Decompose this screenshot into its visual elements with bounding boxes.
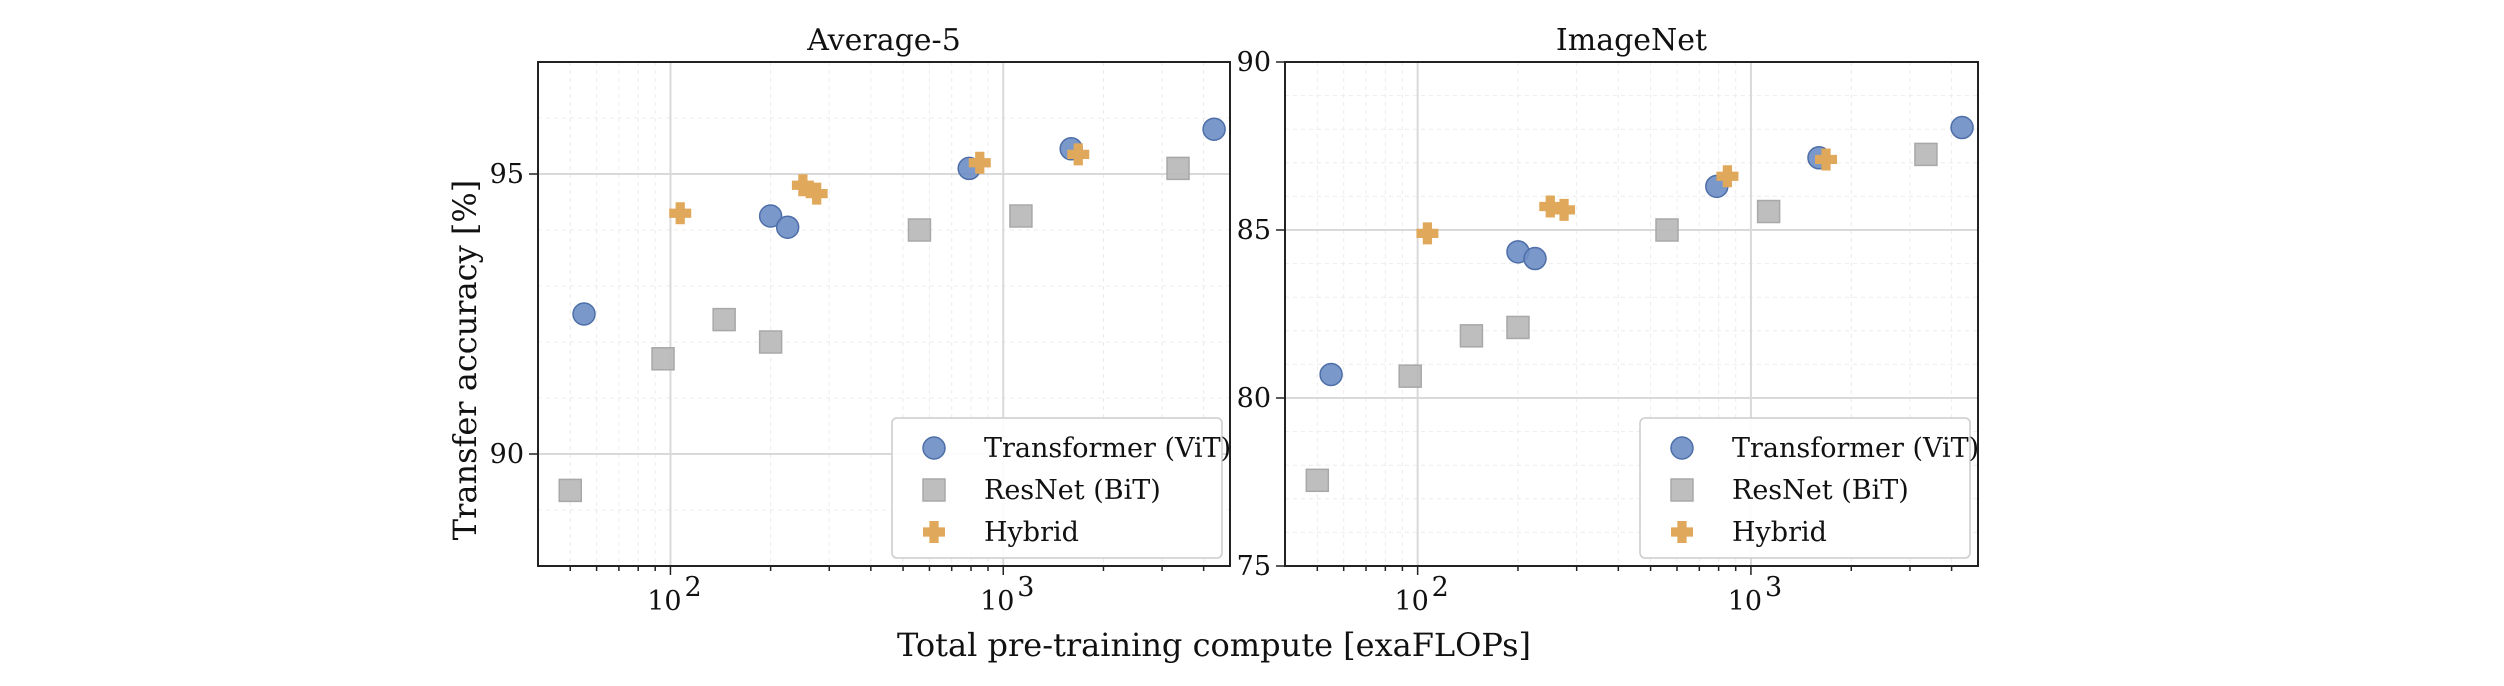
legend-marker-square	[1670, 478, 1694, 502]
x-tick-label: 10	[647, 586, 681, 617]
series-plus	[1416, 148, 1838, 245]
legend-marker-circle	[922, 436, 946, 460]
data-point-square	[651, 347, 675, 371]
x-tick-exponent: 3	[1017, 572, 1034, 603]
data-point-plus	[805, 182, 828, 205]
data-point-plus	[1553, 198, 1576, 221]
series-square	[558, 156, 1190, 503]
legend-label: Transformer (ViT)	[984, 433, 1231, 464]
legend-label: ResNet (BiT)	[984, 475, 1161, 506]
y-tick-label: 90	[1237, 47, 1271, 78]
data-point-circle	[572, 302, 596, 326]
legend-label: Transformer (ViT)	[1732, 433, 1979, 464]
data-point-square	[1009, 204, 1033, 228]
y-tick-label: 75	[1237, 551, 1271, 582]
y-tick-label: 90	[490, 439, 524, 470]
data-point-plus	[1539, 195, 1562, 218]
legend-box	[891, 417, 1223, 559]
series-circle	[1319, 115, 1974, 387]
legend-label: Hybrid	[984, 517, 1079, 548]
data-point-square	[558, 478, 583, 503]
data-point-plus	[1067, 143, 1090, 166]
y-tick-label: 95	[490, 159, 524, 190]
data-point-square	[1756, 199, 1781, 224]
data-point-circle	[1950, 115, 1974, 140]
data-point-square	[758, 330, 783, 354]
y-tick-label: 85	[1237, 215, 1271, 246]
data-point-square	[1914, 142, 1938, 167]
data-point-circle	[775, 215, 800, 239]
data-point-circle	[1523, 246, 1547, 271]
data-point-circle	[1319, 362, 1343, 387]
series-square	[1305, 142, 1938, 493]
data-point-square	[712, 307, 736, 332]
y-tick-label: 80	[1237, 383, 1271, 414]
panel-title: Average-5	[806, 23, 961, 58]
x-tick-exponent: 3	[1765, 572, 1782, 603]
legend-marker-plus	[1671, 521, 1693, 543]
x-tick-label: 10	[1728, 586, 1762, 617]
x-tick-label: 10	[1394, 586, 1428, 617]
data-point-square	[907, 218, 932, 242]
data-point-plus	[791, 174, 814, 197]
data-point-square	[1655, 218, 1679, 242]
data-point-square	[1166, 156, 1190, 181]
plot-frame	[537, 61, 1231, 567]
legend-label: ResNet (BiT)	[1732, 475, 1909, 506]
data-point-circle	[1202, 117, 1226, 141]
data-point-plus	[1716, 165, 1739, 188]
legend-label: Hybrid	[1732, 517, 1827, 548]
data-point-plus	[1416, 222, 1439, 245]
x-axis-label: Total pre-training compute [exaFLOPs]	[897, 626, 1531, 664]
series-circle	[572, 117, 1226, 326]
data-point-circle	[758, 204, 783, 228]
x-tick-exponent: 2	[684, 572, 701, 603]
x-tick-exponent: 2	[1432, 572, 1449, 603]
data-point-plus	[669, 202, 692, 225]
legend-marker-circle	[1670, 436, 1694, 460]
data-point-square	[1398, 364, 1422, 388]
data-point-plus	[1815, 148, 1838, 171]
legend-marker-square	[922, 478, 946, 502]
panel-title: ImageNet	[1556, 23, 1707, 58]
data-point-square	[1305, 468, 1330, 493]
y-axis-label: Transfer accuracy [%]	[446, 180, 484, 540]
x-tick-label: 10	[980, 586, 1014, 617]
legend-marker-plus	[923, 521, 945, 543]
legend-box	[1639, 417, 1971, 559]
data-point-square	[1506, 315, 1530, 340]
series-plus	[669, 143, 1090, 225]
data-point-square	[1459, 324, 1484, 348]
plot-frame	[1284, 61, 1979, 567]
data-point-plus	[968, 151, 991, 174]
